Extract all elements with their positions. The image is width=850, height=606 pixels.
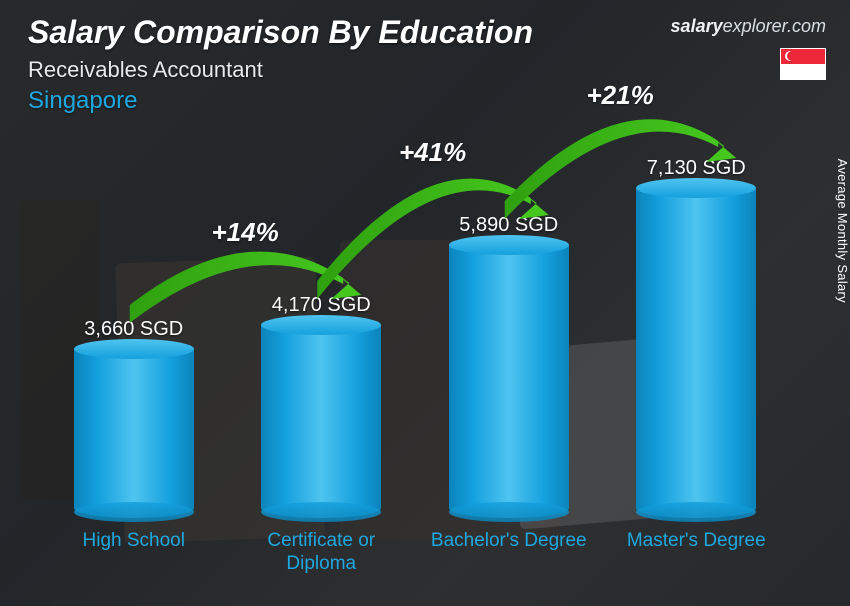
bar <box>261 325 381 518</box>
bar-category-label: Bachelor's Degree <box>431 530 587 576</box>
bar-group: 5,890 SGD Bachelor's Degree <box>424 214 594 576</box>
increase-pct-label: +21% <box>587 80 654 111</box>
bar-value-label: 3,660 SGD <box>84 318 183 341</box>
header: Salary Comparison By Education Receivabl… <box>28 14 533 115</box>
y-axis-label: Average Monthly Salary <box>835 159 850 303</box>
flag-icon <box>780 48 826 80</box>
bar <box>449 245 569 518</box>
brand-rest: explorer <box>723 16 787 36</box>
bar-group: 3,660 SGD High School <box>49 318 219 576</box>
bar-value-label: 7,130 SGD <box>647 157 746 180</box>
bar-category-label: High School <box>83 530 185 576</box>
chart-country: Singapore <box>28 87 533 115</box>
chart-container: Salary Comparison By Education Receivabl… <box>0 0 850 606</box>
increase-pct-label: +41% <box>399 137 466 168</box>
bar-category-label: Certificate or Diploma <box>236 530 406 576</box>
bar-category-label: Master's Degree <box>627 530 766 576</box>
bar-group: 4,170 SGD Certificate or Diploma <box>236 294 406 576</box>
chart-title: Salary Comparison By Education <box>28 14 533 51</box>
increase-pct-label: +14% <box>212 217 279 248</box>
bar-group: 7,130 SGD Master's Degree <box>611 157 781 576</box>
brand-bold: salary <box>671 16 723 36</box>
bar-value-label: 4,170 SGD <box>272 294 371 317</box>
bar <box>74 349 194 518</box>
chart-subtitle: Receivables Accountant <box>28 57 533 83</box>
bar-value-label: 5,890 SGD <box>459 214 558 237</box>
flag-crescent <box>785 51 795 61</box>
brand-tld: .com <box>787 16 826 36</box>
brand-watermark: salaryexplorer.com <box>671 16 826 37</box>
bar <box>636 188 756 518</box>
bar-chart: 3,660 SGD High School 4,170 SGD Certificate… <box>40 146 790 576</box>
